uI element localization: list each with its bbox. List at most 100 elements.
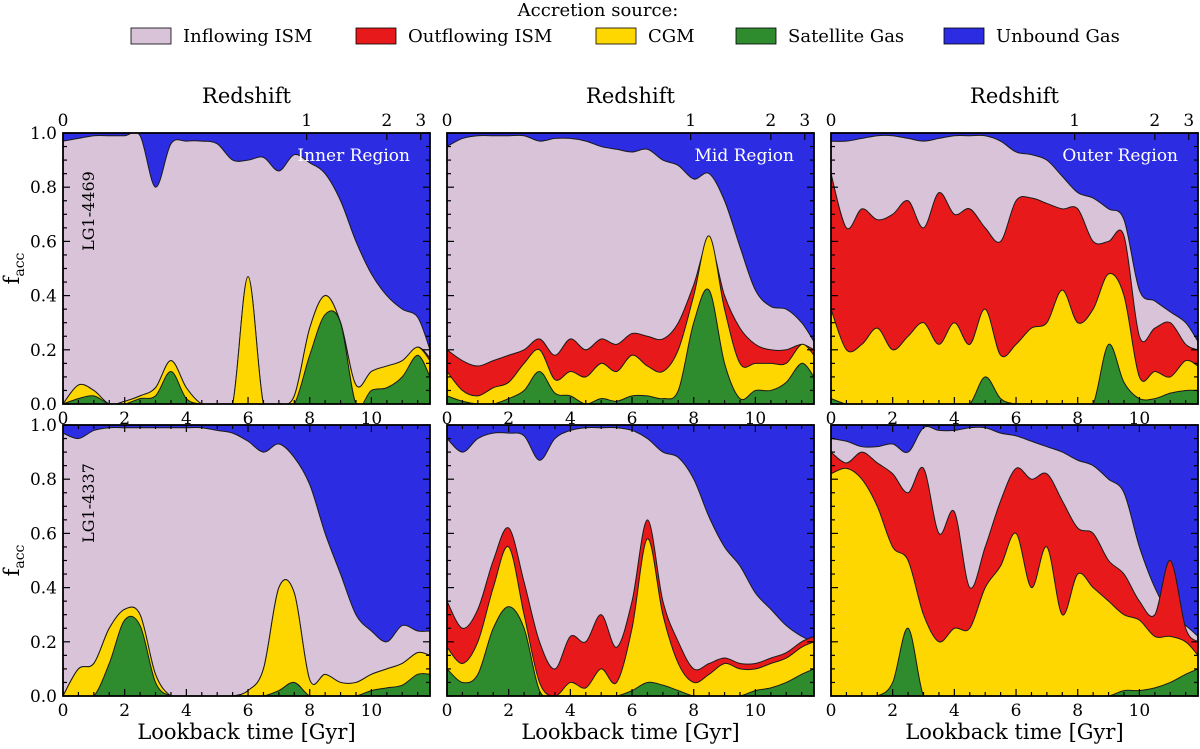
region-label: Inner Region <box>297 146 410 166</box>
y-tick-label: 1.0 <box>30 124 57 144</box>
x-tick-label: 2 <box>119 409 130 429</box>
x-tick-label: 8 <box>688 701 699 721</box>
z-tick-label: 1 <box>301 111 312 131</box>
plot-area <box>447 425 814 696</box>
z-tick-label: 2 <box>381 111 392 131</box>
x-tick-label: 6 <box>1011 701 1022 721</box>
x-tick-label: 10 <box>1129 409 1151 429</box>
x-tick-label: 6 <box>243 701 254 721</box>
x-tick-label: 2 <box>503 409 514 429</box>
redshift-axis-title: Redshift <box>586 84 675 108</box>
galaxy-label: LG1-4337 <box>79 463 98 543</box>
z-tick-label: 1 <box>1069 111 1080 131</box>
z-tick-label: 3 <box>799 111 810 131</box>
y-tick-label: 0.6 <box>30 524 57 544</box>
legend-label: CGM <box>648 26 695 47</box>
legend-item: Outflowing ISM <box>355 26 552 47</box>
panel-grid: 0 2 4 6 8 100.00.20.40.60.81.0faccLG1-4469Inn… <box>0 84 1199 744</box>
x-tick-label: 8 <box>1072 701 1083 721</box>
plot-area <box>63 133 430 404</box>
x-axis-title: Lookback time [Gyr] <box>137 720 355 744</box>
legend-label: Unbound Gas <box>996 26 1120 47</box>
legend-label: Outflowing ISM <box>408 26 552 47</box>
z-tick-label: 2 <box>765 111 776 131</box>
region-label: Mid Region <box>695 146 795 166</box>
legend-label: Satellite Gas <box>788 26 904 47</box>
legend: Accretion source: Inflowing ISM Outflowin… <box>130 0 1120 47</box>
plot-area <box>831 133 1198 404</box>
plot-area <box>831 425 1198 696</box>
panel-LG1-4469-3: 0 2 4 6 8 10 Outer Region 0 1 2 3 Redshift <box>826 84 1199 429</box>
y-axis-label: facc <box>0 252 28 284</box>
panel-LG1-4469-2: 0 2 4 6 8 10 Mid Region 0 1 2 3 Redshift <box>442 84 815 429</box>
x-tick-label: 0 <box>826 701 837 721</box>
area-inflowing-ism <box>447 427 814 696</box>
x-tick-label: 4 <box>565 409 576 429</box>
legend-label: Inflowing ISM <box>183 26 312 47</box>
area-cgm <box>831 467 1198 696</box>
region-label: Outer Region <box>1062 146 1178 166</box>
z-tick-label: 0 <box>442 111 453 131</box>
x-tick-label: 4 <box>949 701 960 721</box>
x-tick-label: 8 <box>304 409 315 429</box>
x-tick-label: 4 <box>949 409 960 429</box>
x-tick-label: 0 <box>826 409 837 429</box>
y-tick-label: 0.0 <box>30 687 57 707</box>
x-tick-label: 2 <box>887 409 898 429</box>
panel-LG1-4337-1: 0 2 4 6 8 10 0.0 0.2 0.4 0.6 0.8 1.0 facc LG1-4337 Loo… <box>0 416 431 744</box>
area-satellite-gas <box>63 615 430 696</box>
y-tick-label: 0.8 <box>30 178 57 198</box>
x-axis-title: Lookback time [Gyr] <box>905 720 1123 744</box>
y-axis-label: facc <box>0 544 28 576</box>
z-tick-label: 0 <box>826 111 837 131</box>
x-tick-label: 0 <box>58 409 69 429</box>
y-tick-label: 0.0 <box>30 395 57 415</box>
x-tick-label: 10 <box>361 409 383 429</box>
x-tick-label: 4 <box>181 701 192 721</box>
x-tick-label: 8 <box>304 701 315 721</box>
x-tick-label: 6 <box>243 409 254 429</box>
plot-area <box>63 425 430 696</box>
x-tick-label: 8 <box>1072 409 1083 429</box>
galaxy-label: LG1-4469 <box>79 171 98 251</box>
legend-swatch <box>943 27 985 45</box>
y-tick-label: 0.2 <box>30 341 57 361</box>
x-tick-label: 0 <box>58 701 69 721</box>
legend-swatch <box>735 27 777 45</box>
x-tick-label: 10 <box>745 409 767 429</box>
legend-title: Accretion source: <box>517 0 679 21</box>
x-tick-label: 2 <box>119 701 130 721</box>
y-tick-label: 0.8 <box>30 470 57 490</box>
x-tick-label: 2 <box>887 701 898 721</box>
x-tick-label: 0 <box>442 409 453 429</box>
redshift-axis-title: Redshift <box>202 84 291 108</box>
redshift-axis-title: Redshift <box>970 84 1059 108</box>
legend-swatch <box>595 27 637 45</box>
legend-item: Inflowing ISM <box>130 26 312 47</box>
legend-item: Unbound Gas <box>943 26 1120 47</box>
y-tick-label: 0.6 <box>30 232 57 252</box>
panel-LG1-4337-2: 0 2 4 6 8 10 Lookback time [Gyr] <box>442 424 815 744</box>
panel-LG1-4337-3: 0 2 4 6 8 10 Lookback time [Gyr] <box>826 424 1199 744</box>
z-tick-label: 2 <box>1149 111 1160 131</box>
x-tick-label: 8 <box>688 409 699 429</box>
y-tick-label: 1.0 <box>30 416 57 436</box>
panel-LG1-4469-1: 0 2 4 6 8 100.00.20.40.60.81.0faccLG1-4469Inn… <box>0 84 431 429</box>
legend-swatch <box>130 27 172 45</box>
z-tick-label: 3 <box>1183 111 1194 131</box>
x-tick-label: 6 <box>1011 409 1022 429</box>
legend-swatch <box>355 27 397 45</box>
y-tick-label: 0.4 <box>30 287 57 307</box>
x-tick-label: 10 <box>745 701 767 721</box>
x-tick-label: 2 <box>503 701 514 721</box>
z-tick-label: 0 <box>58 111 69 131</box>
x-tick-label: 10 <box>1129 701 1151 721</box>
x-tick-label: 10 <box>361 701 383 721</box>
plot-area <box>447 133 814 404</box>
x-tick-label: 0 <box>442 701 453 721</box>
x-tick-label: 4 <box>565 701 576 721</box>
y-tick-label: 0.4 <box>30 579 57 599</box>
x-tick-label: 6 <box>627 701 638 721</box>
z-tick-label: 3 <box>415 111 426 131</box>
